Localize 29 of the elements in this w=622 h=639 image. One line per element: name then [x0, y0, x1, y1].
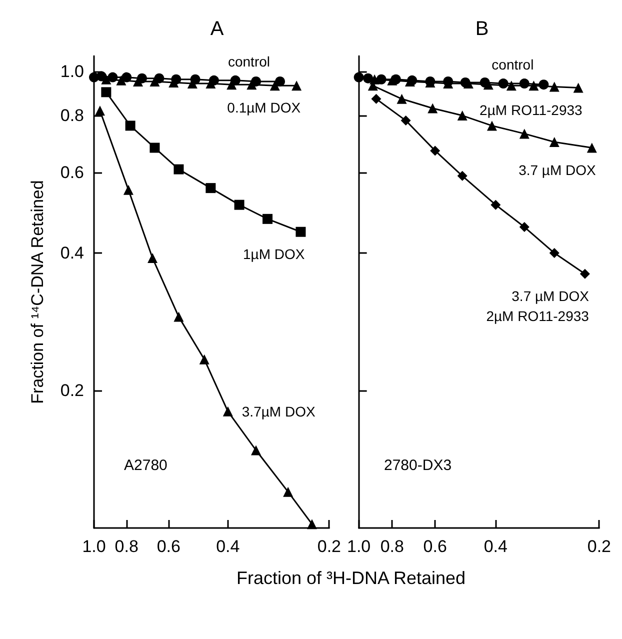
x-tick-label: 0.2 — [587, 537, 612, 556]
series-label: 3.7µM DOX — [242, 403, 316, 420]
series-label: 2µM RO11-2933 — [480, 102, 583, 118]
chart-title: A — [210, 18, 224, 40]
x-tick-label: 0.4 — [216, 537, 240, 556]
y-tick-label: 0.6 — [60, 163, 84, 182]
x-tick-label: 0.6 — [156, 537, 180, 556]
y-axis-title: Fraction of ¹⁴C-DNA Retained — [28, 180, 47, 404]
y-tick-label: 1.0 — [60, 62, 84, 81]
x-tick-label: 0.2 — [317, 537, 342, 556]
annotation: A2780 — [124, 457, 168, 474]
y-tick-label: 0.8 — [60, 106, 84, 126]
series-label: 3.7 µM DOX — [518, 162, 597, 178]
x-tick-label: 0.8 — [380, 537, 404, 556]
x-tick-label: 0.4 — [484, 537, 508, 556]
chart-title: B — [475, 18, 489, 40]
series-label: 0.1µM DOX — [227, 100, 302, 116]
x-tick-label: 0.8 — [114, 537, 138, 556]
y-tick-label: 0.2 — [60, 381, 84, 400]
annotation: 2780-DX3 — [384, 457, 452, 474]
x-tick-label: 0.6 — [423, 537, 447, 556]
series-label: 1µM DOX — [242, 246, 306, 262]
series-label: control — [492, 56, 534, 73]
x-tick-label: 1.0 — [82, 537, 106, 556]
series-label: 3.7 µM DOX 2µM RO11-2933 — [486, 288, 590, 324]
x-tick-label: 1.0 — [346, 537, 371, 556]
x-axis-title: Fraction of ³H-DNA Retained — [235, 568, 467, 589]
series-label: control — [228, 53, 270, 70]
y-tick-label: 0.4 — [60, 244, 84, 263]
